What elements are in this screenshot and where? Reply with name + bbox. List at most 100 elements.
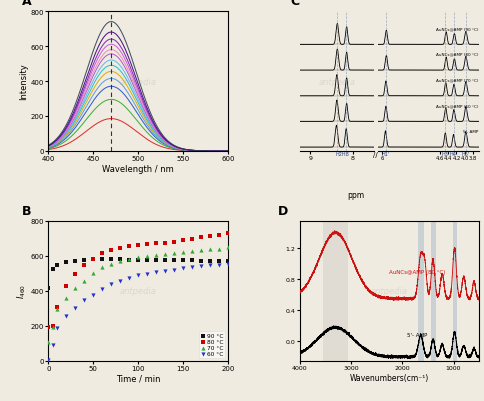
Text: H2H8: H2H8 [335,151,349,156]
90 °C [197,258,205,264]
70 °C [188,248,196,255]
60 °C [107,281,115,288]
80 °C [224,230,232,237]
Text: H4': H4' [450,151,458,156]
90 °C [161,257,169,264]
Text: AuNCs@AMP (80 °C): AuNCs@AMP (80 °C) [390,269,446,274]
90 °C [49,266,57,273]
X-axis label: Wavenumbers(cm⁻¹): Wavenumbers(cm⁻¹) [350,373,429,382]
90 °C [206,258,214,264]
60 °C [116,278,124,284]
60 °C [188,265,196,271]
Text: AuNCs@AMP (70 °C): AuNCs@AMP (70 °C) [436,78,478,82]
90 °C [188,257,196,264]
90 °C [54,262,61,269]
70 °C [161,251,169,257]
Text: AuNCs@AMP (80 °C): AuNCs@AMP (80 °C) [436,53,478,57]
90 °C [170,257,178,264]
60 °C [152,269,160,275]
60 °C [161,268,169,274]
Text: C: C [291,0,300,8]
60 °C [179,265,187,272]
80 °C [170,239,178,245]
80 °C [125,243,133,250]
Text: H3': H3' [441,151,450,156]
X-axis label: Wavelength / nm: Wavelength / nm [102,164,174,174]
Legend: 90 °C, 80 °C, 70 °C, 60 °C: 90 °C, 80 °C, 70 °C, 60 °C [199,332,225,358]
60 °C [80,297,88,304]
90 °C [72,258,79,264]
80 °C [72,271,79,278]
90 °C [107,256,115,263]
70 °C [107,261,115,267]
70 °C [72,285,79,292]
90 °C [179,257,187,264]
Text: antpedia: antpedia [120,77,157,86]
Text: ppm: ppm [347,190,364,199]
60 °C [215,262,223,268]
Text: D: D [278,204,288,217]
Text: antpedia: antpedia [318,77,355,86]
70 °C [152,252,160,259]
90 °C [143,257,151,263]
60 °C [134,273,142,279]
X-axis label: Time / min: Time / min [116,374,160,383]
70 °C [125,256,133,263]
60 °C [98,287,106,293]
90 °C [116,257,124,263]
60 °C [197,263,205,270]
Text: H5': H5' [462,151,470,156]
70 °C [49,324,57,330]
60 °C [90,292,97,298]
Y-axis label: Intensity: Intensity [19,63,28,100]
Y-axis label: $I_{460}$: $I_{460}$ [15,284,28,299]
Text: AuNCs@AMP (60 °C): AuNCs@AMP (60 °C) [436,104,478,108]
Text: 5'- AMP: 5'- AMP [463,129,478,133]
90 °C [62,259,70,265]
70 °C [215,246,223,252]
80 °C [45,324,52,330]
70 °C [90,271,97,277]
60 °C [45,357,52,364]
Bar [453,221,457,361]
90 °C [224,258,232,264]
70 °C [170,250,178,256]
70 °C [45,339,52,346]
70 °C [54,306,61,313]
70 °C [206,247,214,253]
60 °C [206,263,214,269]
Text: H1': H1' [381,151,390,156]
Text: antpedia: antpedia [371,287,408,296]
Bar [323,221,348,361]
80 °C [152,241,160,247]
90 °C [98,256,106,263]
70 °C [224,244,232,251]
80 °C [62,284,70,290]
80 °C [206,233,214,239]
60 °C [62,313,70,319]
60 °C [125,275,133,282]
70 °C [98,264,106,271]
60 °C [54,326,61,332]
90 °C [80,257,88,263]
60 °C [49,342,57,348]
70 °C [134,254,142,261]
60 °C [143,271,151,277]
Text: //: // [373,151,378,157]
90 °C [152,257,160,263]
60 °C [170,267,178,273]
80 °C [49,323,57,329]
Text: A: A [21,0,31,8]
Text: antpedia: antpedia [120,287,157,296]
80 °C [107,247,115,254]
70 °C [143,253,151,259]
80 °C [188,236,196,242]
90 °C [90,257,97,263]
Text: B: B [21,204,31,217]
80 °C [80,263,88,269]
80 °C [197,235,205,241]
70 °C [62,295,70,302]
60 °C [72,305,79,312]
90 °C [125,257,133,263]
70 °C [80,278,88,284]
